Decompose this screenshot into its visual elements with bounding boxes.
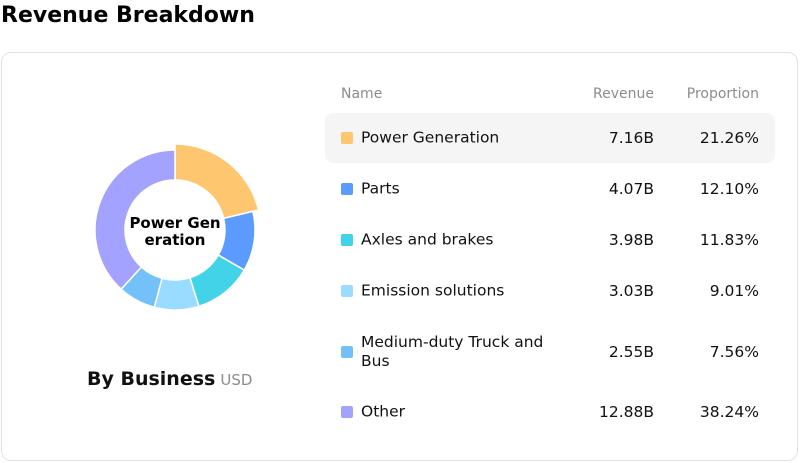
chart-subtitle: By Business USD [87,368,252,390]
table-row-emission-solutions[interactable]: Emission solutions 3.03B 9.01% [325,266,775,316]
table-row-parts[interactable]: Parts 4.07B 12.10% [325,164,775,214]
row-proportion: 9.01% [709,282,759,300]
row-name: Medium-duty Truck and Bus [361,333,544,370]
chart-subtitle-text: By Business [87,368,216,390]
row-proportion: 7.56% [709,343,759,361]
row-name: Axles and brakes [361,230,494,249]
row-revenue: 12.88B [598,403,654,421]
table-row-other[interactable]: Other 12.88B 38.24% [325,387,775,437]
row-proportion: 11.83% [699,231,759,249]
header-name: Name [341,86,383,102]
legend-swatch [341,346,353,358]
legend-swatch [341,132,353,144]
donut-center-label: Power Generation [129,214,221,249]
row-revenue: 2.55B [608,343,654,361]
row-revenue: 7.16B [608,129,654,147]
row-name: Other [361,402,406,421]
donut-slice-power-generation[interactable] [174,143,260,220]
header-revenue: Revenue [593,86,654,102]
table-row-axles-and-brakes[interactable]: Axles and brakes 3.98B 11.83% [325,215,775,265]
header-proportion: Proportion [686,86,759,102]
table-row-power-generation[interactable]: Power Generation 7.16B 21.26% [325,113,775,163]
table-header: Name Revenue Proportion [341,86,759,104]
table-row-medium-duty-truck-and-bus[interactable]: Medium-duty Truck and Bus 2.55B 7.56% [325,327,775,377]
legend-swatch [341,406,353,418]
unit-label: USD [220,371,253,389]
row-name: Parts [361,179,400,198]
legend-swatch [341,234,353,246]
legend-swatch [341,285,353,297]
page-title: Revenue Breakdown [1,3,255,28]
row-proportion: 38.24% [699,403,759,421]
legend-swatch [341,183,353,195]
row-revenue: 3.98B [608,231,654,249]
row-proportion: 12.10% [699,180,759,198]
row-name: Power Generation [361,128,500,147]
donut-slice-other[interactable] [94,149,176,291]
donut-chart[interactable] [94,143,260,315]
donut-svg [94,143,260,311]
row-revenue: 4.07B [608,180,654,198]
row-revenue: 3.03B [608,282,654,300]
row-proportion: 21.26% [699,129,759,147]
row-name: Emission solutions [361,281,505,300]
